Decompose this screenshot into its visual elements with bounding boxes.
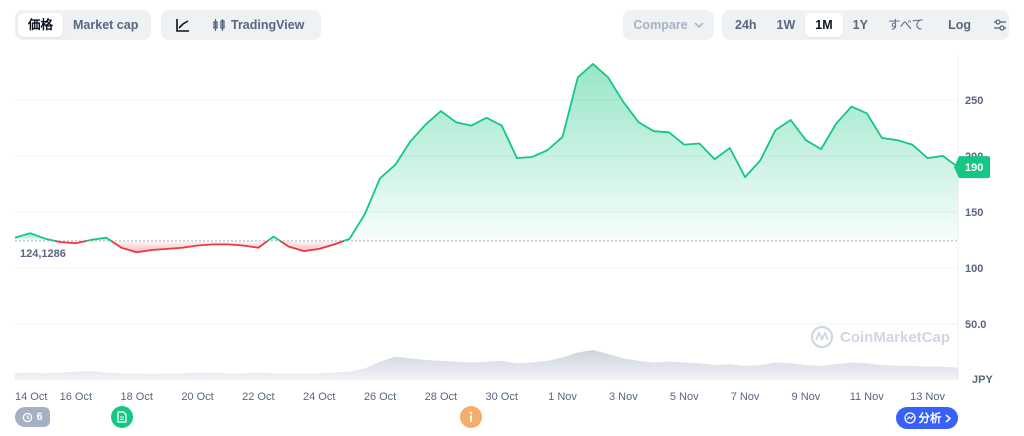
x-tick-label: 1 Nov <box>548 391 577 403</box>
coinmarketcap-logo-icon <box>810 325 834 349</box>
line-chart-icon <box>176 19 189 32</box>
x-tick-label: 16 Oct <box>60 391 92 403</box>
settings-button[interactable] <box>985 13 1015 37</box>
line-above-baseline <box>267 235 281 242</box>
event-history-count: 6 <box>36 411 43 423</box>
watermark: CoinMarketCap <box>840 329 950 346</box>
event-history-marker[interactable]: 6 <box>15 407 50 427</box>
y-tick-label: 50.0 <box>965 319 986 331</box>
current-price-badge: 190 <box>954 156 990 179</box>
current-price-label: 190 <box>965 162 983 174</box>
log-toggle[interactable]: Log <box>948 18 972 32</box>
y-axis: 50.0100150200250 <box>965 95 986 331</box>
line-above-baseline <box>86 236 112 242</box>
x-tick-label: 24 Oct <box>303 391 335 403</box>
history-icon <box>23 412 33 422</box>
price-line <box>14 63 959 254</box>
line-chart-button[interactable] <box>164 13 202 37</box>
chart-style-toggle: TradingView <box>161 10 321 40</box>
tab-market-cap[interactable]: Market cap <box>73 18 139 32</box>
x-tick-label: 14 Oct <box>15 391 47 403</box>
y-tick-label: 100 <box>965 263 983 275</box>
baseline-label: 124,1286 <box>20 248 66 260</box>
range-1w[interactable]: 1W <box>776 18 796 32</box>
news-marker[interactable] <box>111 406 133 428</box>
x-tick-label: 18 Oct <box>120 391 152 403</box>
line-above-baseline <box>343 63 959 242</box>
range-all[interactable]: すべて <box>887 18 925 32</box>
x-tick-label: 11 Nov <box>850 391 885 403</box>
x-tick-label: 7 Nov <box>731 391 760 403</box>
chevron-right-icon <box>945 413 951 423</box>
baseline-label-bg <box>15 246 69 261</box>
volume-area <box>15 350 958 380</box>
analysis-icon <box>903 412 916 424</box>
y-tick-label: 250 <box>965 95 983 107</box>
line-below-baseline <box>279 240 345 253</box>
line-above-baseline <box>14 232 56 242</box>
range-toggle: 24h 1W 1M 1Y すべて Log <box>722 10 1009 40</box>
x-tick-label: 20 Oct <box>181 391 213 403</box>
y-tick-label: 150 <box>965 207 983 219</box>
chevron-down-icon <box>694 22 704 28</box>
x-tick-label: 28 Oct <box>425 391 457 403</box>
x-tick-label: 22 Oct <box>242 391 274 403</box>
x-tick-label: 26 Oct <box>364 391 396 403</box>
price-fill <box>15 63 958 253</box>
compare-label: Compare <box>633 18 688 32</box>
candlestick-icon <box>213 19 225 31</box>
line-below-baseline <box>54 240 87 245</box>
range-1y[interactable]: 1Y <box>852 18 868 32</box>
currency-label: JPY <box>972 374 993 386</box>
tradingview-label: TradingView <box>231 18 305 32</box>
document-icon <box>117 411 127 423</box>
metric-toggle: 価格 Market cap <box>15 10 151 40</box>
x-tick-label: 9 Nov <box>792 391 821 403</box>
info-icon <box>469 411 473 422</box>
range-1m[interactable]: 1M <box>805 13 843 37</box>
line-below-baseline <box>110 240 269 254</box>
compare-dropdown[interactable]: Compare <box>623 10 714 40</box>
tradingview-button[interactable]: TradingView <box>202 13 314 37</box>
volume-bars <box>15 350 958 380</box>
info-marker[interactable] <box>460 406 482 428</box>
x-tick-label: 13 Nov <box>910 391 945 403</box>
tab-price[interactable]: 価格 <box>18 13 64 37</box>
x-tick-label: 3 Nov <box>609 391 638 403</box>
analysis-label: 分析 <box>918 413 942 425</box>
sliders-icon <box>994 19 1007 31</box>
area-above-baseline <box>343 63 958 241</box>
analysis-button[interactable]: 分析 <box>896 407 958 429</box>
x-axis: 14 Oct 16 Oct 18 Oct 20 Oct 22 Oct 24 Oct 26 O… <box>15 391 946 403</box>
range-24h[interactable]: 24h <box>735 18 757 32</box>
x-tick-label: 30 Oct <box>486 391 518 403</box>
x-tick-label: 5 Nov <box>670 391 699 403</box>
